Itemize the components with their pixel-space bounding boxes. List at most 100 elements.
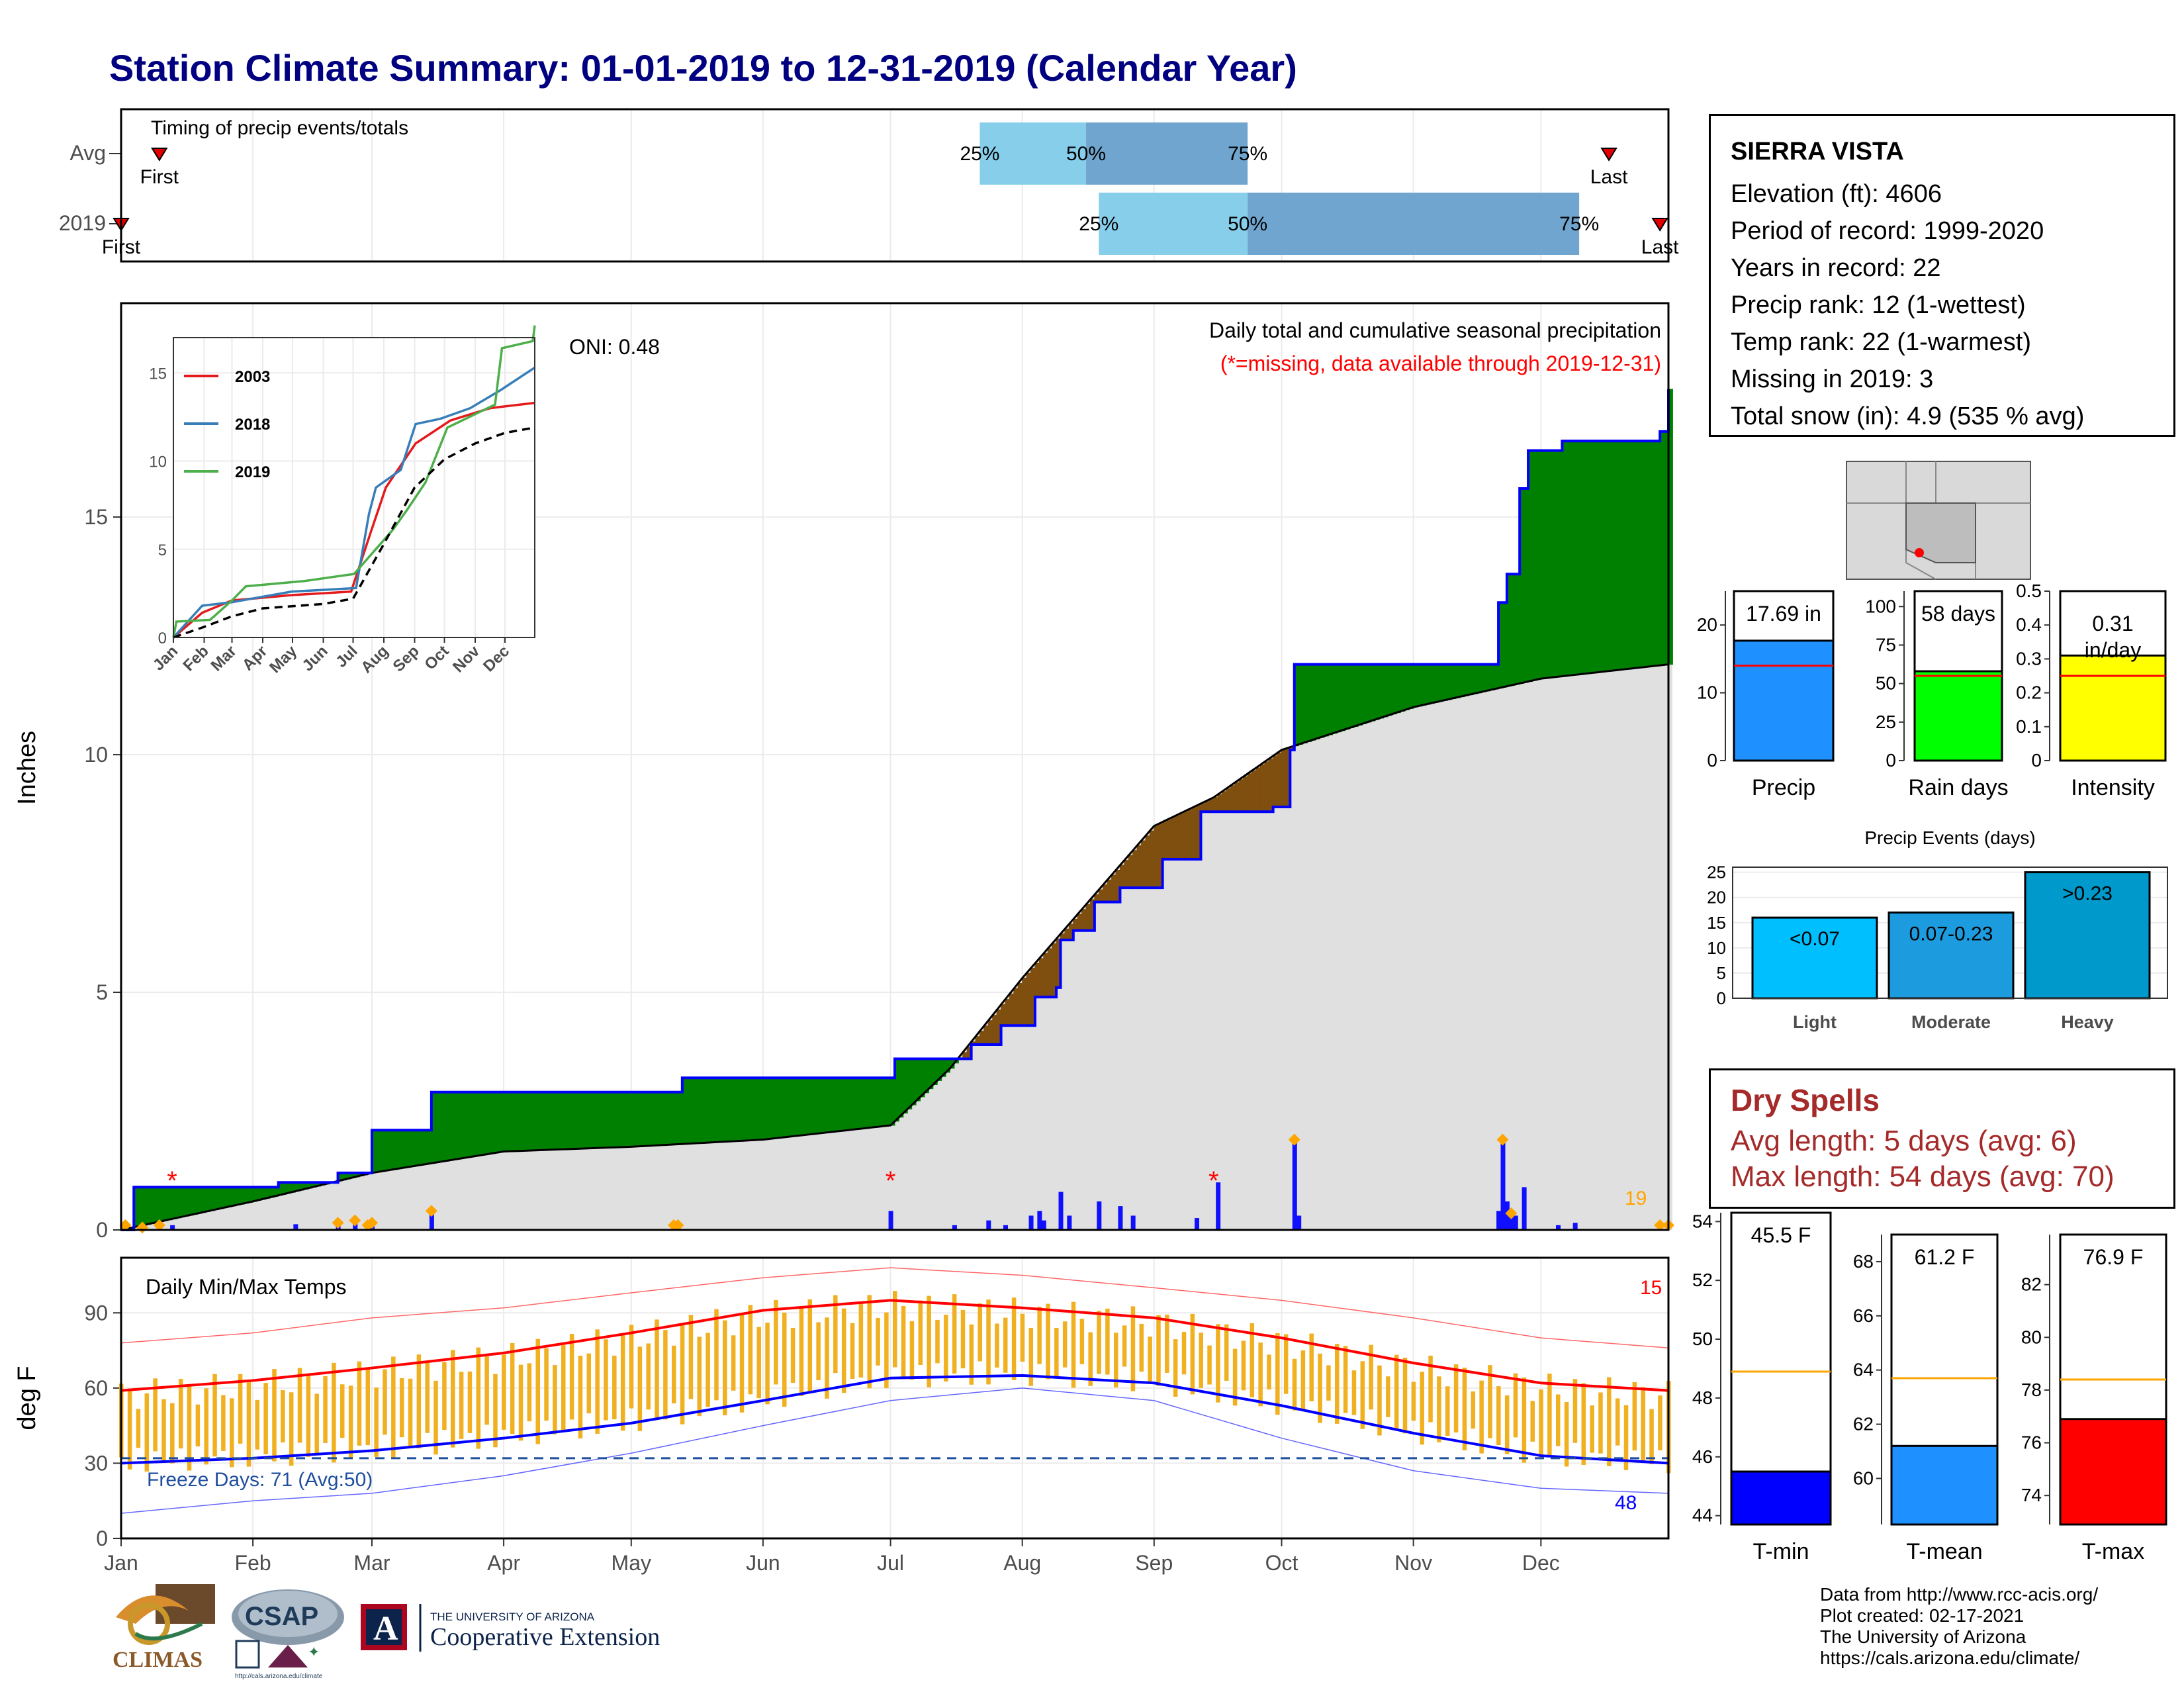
precip-panel: 0 5 10 15 * * * Daily total and cumulative seas… [13,302,1674,1242]
timeline-row-label: Avg [69,141,106,165]
daily-temp-range-bar [544,1348,549,1421]
daily-temp-range-bar [807,1299,813,1392]
oni-label: ONI: 0.48 [569,335,660,359]
daily-temp-range-bar [918,1300,923,1366]
map-arizona [1905,502,1976,563]
daily-temp-range-bar [1369,1344,1373,1410]
intensity-chart-tick-label: 0 [2031,750,2042,771]
daily-temp-range-bar [833,1295,838,1374]
precip-total-chart: 0 10 20 17.69 in Precip [1697,590,1835,800]
inset-legend-label: 2019 [235,463,270,481]
daily-temp-range-bar [332,1362,336,1463]
daily-temp-range-bar [1335,1344,1340,1424]
climas-logo: CLIMAS [113,1584,215,1672]
daily-temp-range-bar [1232,1348,1238,1406]
daily-temp-range-bar [493,1374,498,1448]
tmean-chart-value-bar [1890,1444,1999,1526]
daily-temp-range-bar [1003,1317,1008,1373]
daily-precip-bar [1130,1215,1136,1230]
timeline-iqr-low [1099,193,1248,255]
timeline-title: Timing of precip events/totals [151,117,408,139]
credit-line: Data from http://www.rcc-acis.org/ [1820,1584,2099,1605]
daily-temp-range-bar [263,1383,268,1454]
tmean-chart-tick-label: 64 [1853,1360,1874,1380]
daily-temp-range-bar [1437,1376,1441,1442]
daily-temp-range-bar [901,1305,906,1378]
daily-precip-bar [1297,1215,1302,1230]
daily-precip-bar [1041,1220,1046,1230]
daily-temp-range-bar [1318,1353,1322,1423]
precip-events-bar-label: >0.23 [2062,883,2113,905]
temp-x-tick-label: Feb [235,1551,271,1575]
station-precip-rank: Precip rank: 12 (1-wettest) [1731,291,2026,319]
temp-panel: 0 30 60 90 Daily Min/Max Temps 15 48 Freeze Day… [13,1256,1671,1575]
daily-temp-range-bar [1615,1398,1620,1446]
daily-temp-range-bar [1343,1346,1348,1413]
daily-temp-range-bar [195,1404,201,1447]
daily-temp-range-bar [127,1388,132,1470]
rain-days-chart-tick-label: 25 [1876,712,1896,732]
timeline-frame [120,108,1670,263]
intensity-chart-value-label: in/day [2085,638,2141,662]
daily-temp-range-bar [527,1363,532,1422]
daily-temp-range-bar [1258,1342,1263,1407]
svg-text:✦: ✦ [308,1644,320,1660]
intensity-chart-tick-label: 0.1 [2016,716,2042,737]
daily-precip-bar [1037,1211,1042,1230]
daily-precip-bar [986,1220,991,1230]
precip-events-bar [1888,912,2015,1000]
tmin-chart-tick-label: 44 [1692,1505,1713,1526]
logos: CLIMAS CSAP ✦ http://cals.arizona.edu/cl… [113,1584,660,1680]
tmax-chart-value-bar [2059,1418,2167,1526]
intensity-chart-tick-label: 0.3 [2016,648,2042,669]
daily-temp-range-bar [1386,1376,1390,1417]
daily-temp-range-bar [586,1353,592,1414]
daily-precip-bar [1292,1139,1297,1230]
temp-y-tick-label: 30 [84,1451,108,1475]
last-event-label: Last [1590,166,1628,188]
daily-temp-range-bar [1020,1313,1025,1362]
climas-wordmark: CLIMAS [113,1648,203,1672]
daily-temp-range-bar [765,1323,770,1405]
daily-temp-range-bar [1445,1386,1450,1436]
daily-precip-bar [1522,1187,1527,1230]
daily-temp-range-bar [1394,1354,1399,1430]
precip-y-axis-label: Inches [13,731,41,805]
daily-temp-range-bar [306,1374,311,1457]
daily-temp-range-bar [841,1308,846,1393]
daily-temp-range-bar [238,1374,243,1444]
daily-precip-bar [888,1211,893,1230]
precip-frame [120,302,1670,1231]
tmax-chart-value-label: 76.9 F [2083,1245,2144,1269]
intensity-chart-value-label: 0.31 [2092,612,2133,635]
daily-temp-range-bar [212,1374,217,1457]
missing-data-marker: * [886,1166,896,1196]
rain-days-chart-tick-label: 50 [1876,673,1896,694]
daily-temp-range-bar [909,1321,915,1380]
snow-marker [332,1217,344,1229]
daily-temp-range-bar [1122,1325,1127,1367]
tmin-chart-tick-label: 54 [1692,1211,1713,1231]
temp-x-tick-label: Sep [1135,1551,1173,1575]
snow-marker [349,1214,361,1227]
daily-temp-range-bar [246,1380,251,1467]
daily-temp-range-bar [136,1409,141,1448]
precip-total-chart-tick-label: 10 [1697,682,1717,703]
tmax-chart: 74 76 78 80 82 76.9 F T-max [2021,1233,2167,1564]
daily-temp-range-bar [144,1393,150,1472]
daily-temp-range-bar [569,1334,574,1420]
daily-temp-range-bar [553,1365,557,1434]
first-event-label: First [140,166,179,188]
temp-x-tick-label: Apr [487,1551,520,1575]
daily-temp-range-bar [756,1327,761,1399]
csap-url: http://cals.arizona.edu/climate [235,1673,323,1680]
snow-marker [1505,1207,1518,1219]
timeline-p50-label: 50% [1066,143,1106,165]
daily-temp-range-bar [1037,1306,1042,1364]
tmin-chart-tick-label: 48 [1692,1387,1713,1408]
daily-precip-bar [1500,1139,1506,1230]
daily-temp-range-bar [1513,1373,1518,1438]
tmean-chart-tick-label: 62 [1853,1414,1874,1434]
tmin-chart-tick-label: 50 [1692,1329,1713,1349]
